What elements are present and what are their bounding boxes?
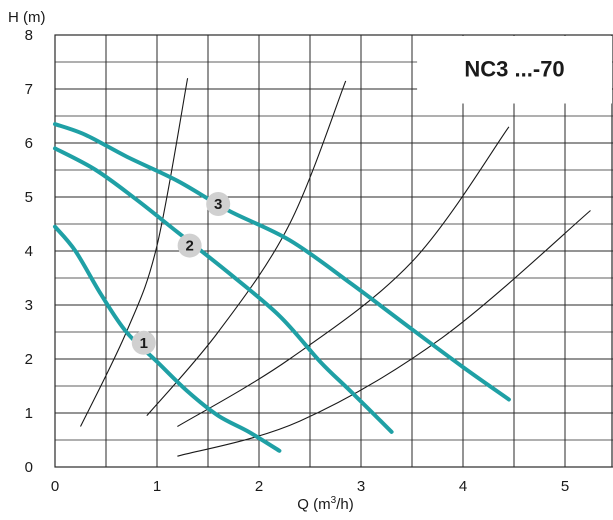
x-axis-label: Q (m3/h) <box>297 495 353 513</box>
curve-label-badge <box>206 192 231 217</box>
x-tick-label: 4 <box>459 478 467 495</box>
x-tick-label: 3 <box>357 478 365 495</box>
pump-curve-3 <box>53 122 511 402</box>
y-tick-label: 2 <box>25 351 33 368</box>
system-curve <box>146 80 347 417</box>
x-tick-label: 1 <box>153 478 161 495</box>
curve-label-2: 2 <box>185 238 193 255</box>
y-tick-label: 4 <box>25 243 33 260</box>
curve-labels: 1 2 3 <box>131 192 231 355</box>
curve-label-1: 1 <box>140 335 148 352</box>
system-curve <box>177 210 591 457</box>
y-tick-label: 8 <box>25 27 33 44</box>
x-tick-labels: 0 1 2 3 4 5 <box>51 478 569 495</box>
x-tick-label: 0 <box>51 478 59 495</box>
system-curve <box>80 78 189 427</box>
y-tick-label: 0 <box>25 459 33 476</box>
y-axis-label: H (m) <box>8 9 46 26</box>
pump-curve-1 <box>53 224 282 453</box>
title-box: NC3 ...-70 <box>417 36 612 104</box>
chart-title: NC3 ...-70 <box>464 57 564 82</box>
system-curves <box>80 78 591 457</box>
x-tick-label: 5 <box>561 478 569 495</box>
y-tick-label: 3 <box>25 297 33 314</box>
y-tick-label: 6 <box>25 135 33 152</box>
plot-frame <box>54 34 613 468</box>
curve-label-badge <box>131 330 156 355</box>
curve-label-3: 3 <box>214 196 222 213</box>
system-curve <box>177 126 510 427</box>
y-tick-label: 7 <box>25 81 33 98</box>
pump-curve-2 <box>53 146 394 434</box>
y-tick-label: 1 <box>25 405 33 422</box>
y-tick-labels: 0 1 2 3 4 5 6 7 8 <box>25 27 33 476</box>
pump-curves <box>53 122 511 453</box>
y-tick-label: 5 <box>25 189 33 206</box>
x-tick-label: 2 <box>255 478 263 495</box>
curve-label-badge <box>177 233 202 258</box>
